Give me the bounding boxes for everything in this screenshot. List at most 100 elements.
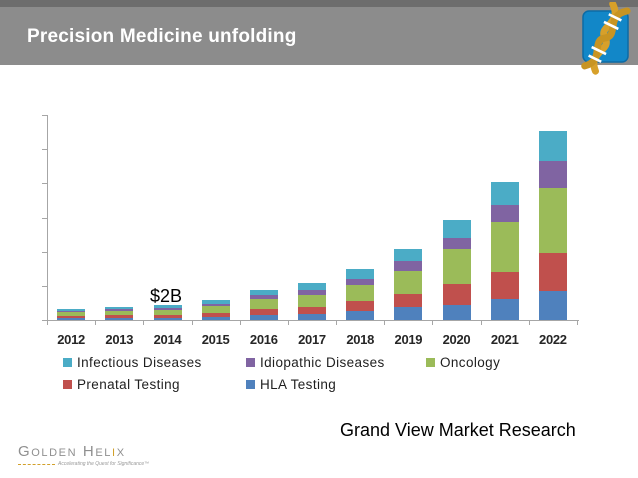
bar-segment-hla-testing — [394, 307, 423, 320]
y-axis-tick — [42, 183, 47, 184]
y-axis-tick — [42, 286, 47, 287]
x-axis-label: 2020 — [442, 332, 471, 347]
bar-segment-oncology — [346, 285, 375, 301]
bar-2012 — [57, 309, 86, 320]
bar-2016 — [249, 290, 278, 320]
x-axis-label: 2016 — [249, 332, 278, 347]
chart-annotation-2b: $2B — [150, 286, 183, 306]
bar-segment-infectious-diseases — [298, 283, 326, 290]
legend-swatch-icon — [63, 380, 72, 389]
legend-label: Prenatal Testing — [77, 377, 180, 392]
bar-segment-hla-testing — [346, 311, 375, 320]
legend-swatch-icon — [63, 358, 72, 367]
slide-title: Precision Medicine unfolding — [27, 26, 297, 47]
bar-segment-hla-testing — [298, 314, 326, 320]
legend-swatch-icon — [426, 358, 435, 367]
y-axis-line — [47, 115, 48, 320]
bar-2020 — [442, 220, 471, 320]
bar-segment-prenatal-testing — [538, 253, 567, 291]
bar-segment-prenatal-testing — [105, 315, 134, 318]
dna-helix-logo-icon — [581, 2, 631, 75]
bar-segment-idiopathic-diseases — [346, 279, 375, 285]
bar-segment-prenatal-testing — [490, 272, 519, 299]
bar-segment-hla-testing — [490, 299, 519, 320]
bar-segment-idiopathic-diseases — [153, 308, 182, 310]
bar-segment-oncology — [490, 222, 519, 272]
legend-label: Oncology — [440, 355, 501, 370]
bar-segment-idiopathic-diseases — [57, 311, 86, 312]
legend-swatch-icon — [246, 358, 255, 367]
bar-segment-idiopathic-diseases — [249, 295, 278, 299]
legend-item-idiopathic-diseases: Idiopathic Diseases — [246, 355, 385, 370]
x-axis-label: 2012 — [57, 332, 85, 347]
bar-segment-hla-testing — [201, 317, 230, 320]
bar-segment-infectious-diseases — [538, 131, 567, 161]
x-axis-label: 2013 — [105, 332, 134, 347]
y-axis-tick — [42, 320, 47, 321]
y-axis-tick — [42, 252, 47, 253]
bar-segment-prenatal-testing — [249, 309, 278, 315]
golden-helix-logo: Golden Helix Accelerating the Quest for … — [18, 443, 150, 467]
bar-segment-oncology — [249, 299, 278, 309]
bar-segment-idiopathic-diseases — [538, 161, 567, 188]
x-axis-label: 2019 — [394, 332, 423, 347]
bar-segment-prenatal-testing — [442, 284, 471, 305]
bar-segment-hla-testing — [538, 291, 567, 320]
bar-segment-hla-testing — [442, 305, 471, 320]
golden-helix-wordmark: Golden Helix — [18, 443, 126, 460]
bar-segment-oncology — [57, 312, 86, 316]
bar-segment-infectious-diseases — [57, 309, 86, 311]
x-axis-tick — [240, 320, 241, 325]
legend-item-infectious-diseases: Infectious Diseases — [63, 355, 202, 370]
x-axis-tick — [384, 320, 385, 325]
y-axis-tick — [42, 218, 47, 219]
bar-segment-oncology — [201, 306, 230, 313]
x-axis-label: 2014 — [153, 332, 182, 347]
x-axis-label: 2022 — [539, 332, 567, 347]
bar-segment-infectious-diseases — [201, 300, 230, 304]
bar-2018 — [346, 269, 375, 320]
bar-2019 — [394, 249, 423, 320]
legend-item-oncology: Oncology — [426, 355, 500, 370]
bar-segment-oncology — [153, 310, 182, 315]
bar-segment-hla-testing — [153, 318, 182, 320]
bar-segment-oncology — [298, 295, 326, 307]
bar-segment-prenatal-testing — [346, 301, 375, 311]
bar-segment-idiopathic-diseases — [442, 238, 471, 249]
bar-segment-infectious-diseases — [153, 305, 182, 308]
gold-dashed-rule — [18, 463, 55, 465]
x-axis-label: 2018 — [346, 332, 375, 347]
x-axis-tick — [529, 320, 530, 325]
y-axis-tick — [42, 149, 47, 150]
bar-segment-infectious-diseases — [442, 220, 471, 238]
legend-label: HLA Testing — [260, 377, 337, 392]
bar-segment-idiopathic-diseases — [490, 205, 519, 222]
slide-header — [0, 0, 638, 65]
legend-item-hla-testing: HLA Testing — [246, 377, 336, 392]
bar-segment-infectious-diseases — [105, 307, 134, 309]
bar-segment-hla-testing — [105, 318, 134, 320]
x-axis-tick — [432, 320, 433, 325]
bar-2017 — [298, 283, 326, 320]
bar-segment-idiopathic-diseases — [298, 290, 326, 295]
legend-item-prenatal-testing: Prenatal Testing — [63, 377, 180, 392]
bar-segment-prenatal-testing — [394, 294, 423, 307]
bar-segment-infectious-diseases — [346, 269, 375, 279]
bar-segment-idiopathic-diseases — [394, 261, 423, 271]
x-axis-tick — [288, 320, 289, 325]
bar-segment-prenatal-testing — [201, 313, 230, 317]
bar-segment-infectious-diseases — [490, 182, 519, 205]
x-axis-tick — [336, 320, 337, 325]
bar-2015 — [201, 300, 230, 320]
x-axis-tick — [47, 320, 48, 325]
source-text: Grand View Market Research — [340, 420, 576, 440]
x-axis-tick — [481, 320, 482, 325]
bar-segment-idiopathic-diseases — [105, 309, 134, 311]
x-axis-label: 2021 — [490, 332, 519, 347]
x-axis-tick — [95, 320, 96, 325]
x-axis-tick — [577, 320, 578, 325]
bar-segment-oncology — [442, 249, 471, 284]
bar-2013 — [105, 307, 134, 320]
golden-helix-tagline: Accelerating the Quest for Significance™ — [58, 461, 150, 467]
